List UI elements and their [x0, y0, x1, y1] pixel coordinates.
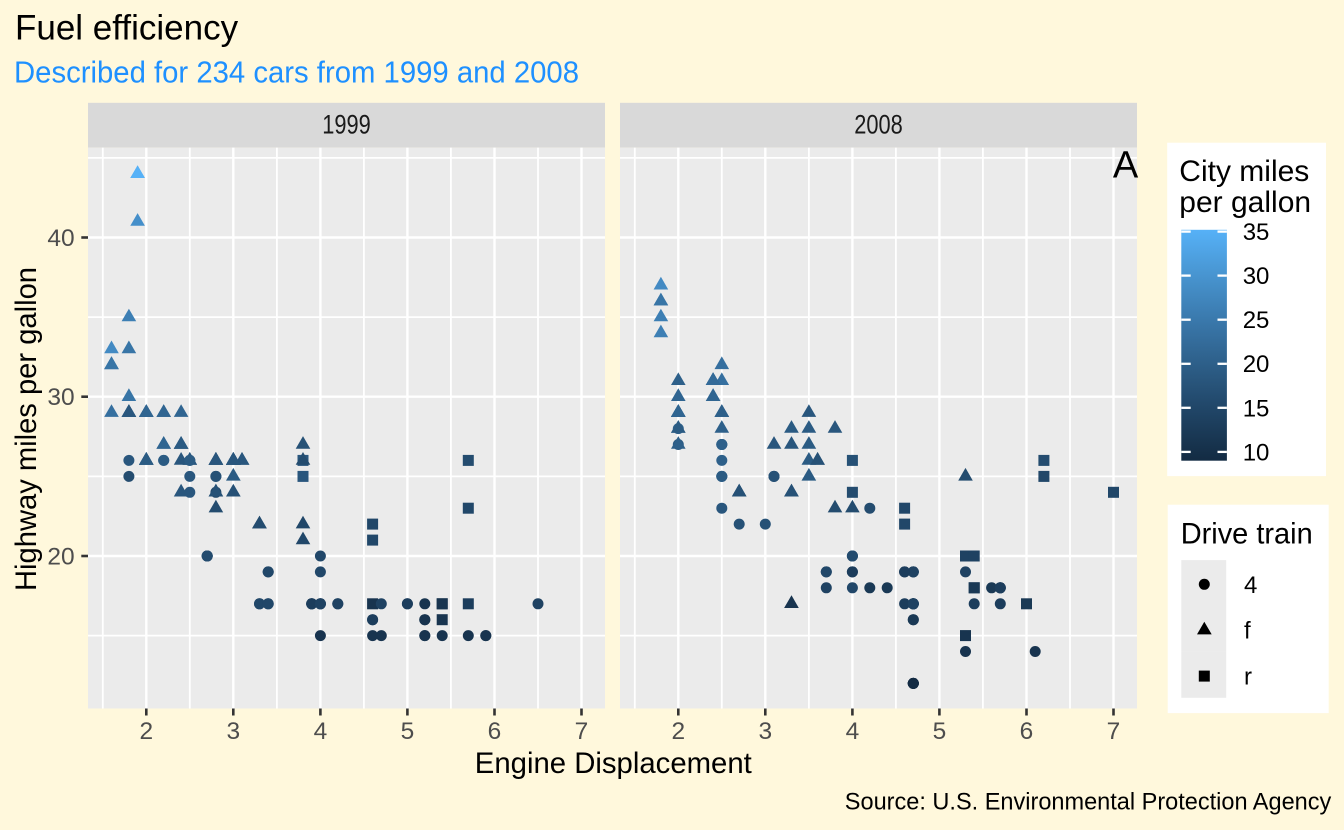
svg-text:r: r	[1244, 664, 1252, 691]
svg-text:Source: U.S. Environmental Pro: Source: U.S. Environmental Protection Ag…	[845, 789, 1332, 816]
svg-text:Highway miles per gallon: Highway miles per gallon	[10, 267, 43, 591]
svg-text:15: 15	[1243, 395, 1270, 422]
svg-text:f: f	[1244, 618, 1251, 645]
svg-text:4: 4	[846, 718, 860, 745]
svg-text:4: 4	[1244, 572, 1257, 599]
svg-text:35: 35	[1243, 219, 1270, 246]
svg-text:30: 30	[1243, 263, 1270, 290]
svg-text:6: 6	[488, 718, 502, 745]
svg-text:Engine Displacement: Engine Displacement	[475, 747, 752, 780]
svg-text:Described for 234 cars from 19: Described for 234 cars from 1999 and 200…	[14, 55, 579, 90]
svg-text:7: 7	[1107, 718, 1121, 745]
svg-text:A: A	[1113, 144, 1139, 186]
svg-text:5: 5	[401, 718, 415, 745]
svg-text:6: 6	[1020, 718, 1034, 745]
svg-text:7: 7	[575, 718, 589, 745]
svg-text:1999: 1999	[322, 110, 371, 140]
svg-text:City miles: City miles	[1179, 155, 1309, 188]
svg-text:20: 20	[47, 543, 74, 570]
svg-text:30: 30	[47, 384, 74, 411]
svg-text:10: 10	[1243, 439, 1270, 466]
svg-text:Drive train: Drive train	[1181, 518, 1313, 551]
svg-text:5: 5	[933, 718, 947, 745]
svg-text:2: 2	[139, 718, 153, 745]
svg-text:2: 2	[671, 718, 685, 745]
svg-text:25: 25	[1243, 307, 1270, 334]
svg-text:20: 20	[1243, 351, 1270, 378]
svg-text:3: 3	[758, 718, 772, 745]
svg-text:per gallon: per gallon	[1179, 186, 1311, 219]
svg-text:40: 40	[47, 225, 74, 252]
svg-text:Fuel efficiency: Fuel efficiency	[15, 9, 239, 48]
svg-text:4: 4	[314, 718, 328, 745]
svg-text:2008: 2008	[854, 110, 903, 140]
svg-text:3: 3	[226, 718, 240, 745]
